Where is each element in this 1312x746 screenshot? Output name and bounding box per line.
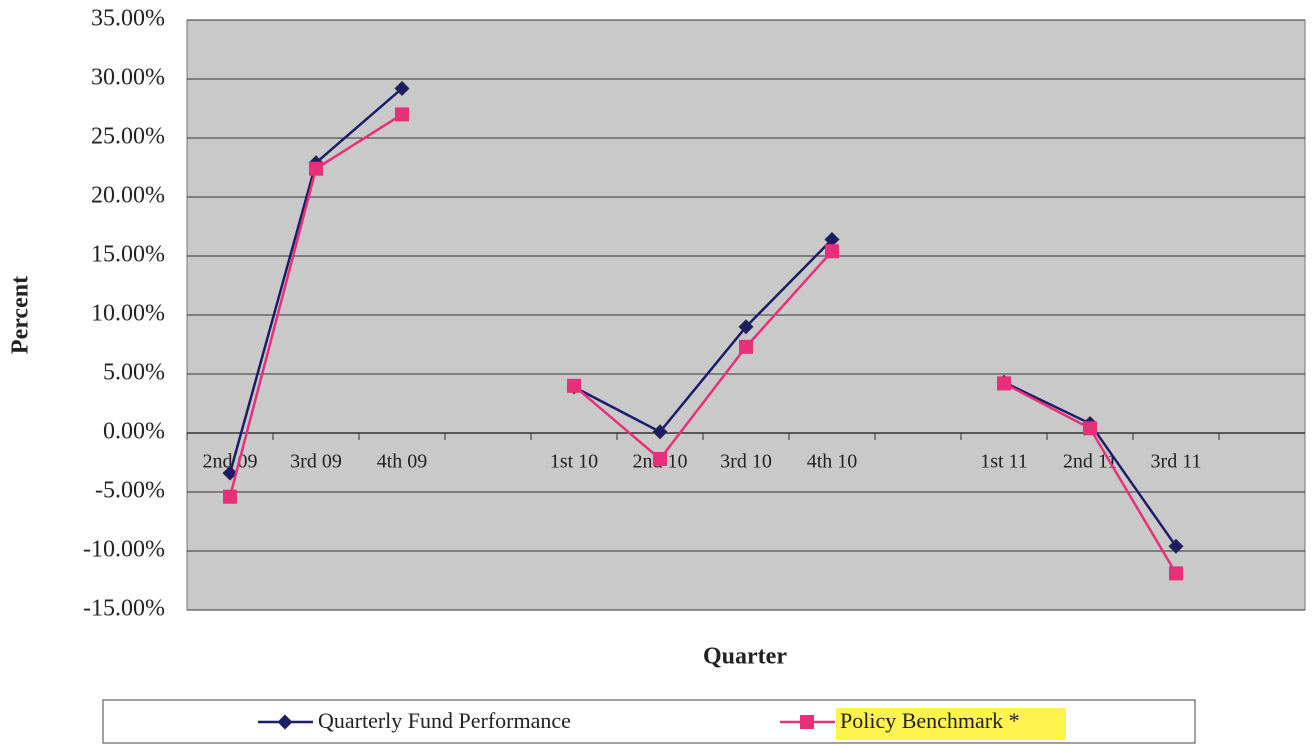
y-tick-label: 25.00% — [91, 124, 165, 150]
marker — [652, 424, 668, 440]
x-axis-label: Quarter — [703, 644, 787, 670]
x-tick-label: 4th 09 — [377, 451, 428, 473]
legend-highlight — [836, 708, 1066, 740]
y-tick-label: 5.00% — [103, 360, 165, 386]
y-tick-label: 20.00% — [91, 183, 165, 209]
x-tick-label: 3rd 09 — [290, 451, 342, 473]
legend-label: Quarterly Fund Performance — [318, 708, 571, 733]
x-tick-label: 4th 10 — [807, 451, 858, 473]
x-tick-label: 1st 11 — [980, 451, 1028, 473]
marker — [222, 465, 238, 481]
marker — [825, 244, 839, 259]
y-axis-label: Percent — [8, 276, 34, 354]
x-tick-label: 2nd 09 — [203, 451, 258, 473]
legend-marker — [800, 715, 814, 729]
y-tick-label: 35.00% — [91, 6, 165, 32]
marker — [567, 378, 581, 393]
marker — [739, 339, 753, 354]
y-tick-label: 30.00% — [91, 65, 165, 91]
legend-label: Policy Benchmark * — [840, 708, 1020, 733]
marker — [223, 489, 237, 504]
y-tick-label: -5.00% — [95, 478, 165, 504]
marker — [997, 376, 1011, 391]
y-tick-label: -10.00% — [83, 537, 165, 563]
y-tick-label: 10.00% — [91, 301, 165, 327]
y-tick-label: 0.00% — [103, 419, 165, 445]
marker — [394, 80, 410, 97]
legend-marker — [277, 714, 293, 730]
y-tick-label: 15.00% — [91, 242, 165, 268]
marker — [309, 161, 323, 176]
x-tick-label: 3rd 10 — [720, 451, 772, 473]
marker — [653, 451, 667, 466]
marker — [1168, 538, 1184, 554]
marker — [395, 107, 409, 122]
marker — [738, 319, 754, 335]
y-tick-label: -15.00% — [83, 596, 165, 622]
x-tick-label: 3rd 11 — [1151, 451, 1202, 473]
marker — [1169, 566, 1183, 581]
x-tick-label: 2nd 11 — [1063, 451, 1117, 473]
marker — [1083, 421, 1097, 436]
x-tick-label: 1st 10 — [550, 451, 598, 473]
